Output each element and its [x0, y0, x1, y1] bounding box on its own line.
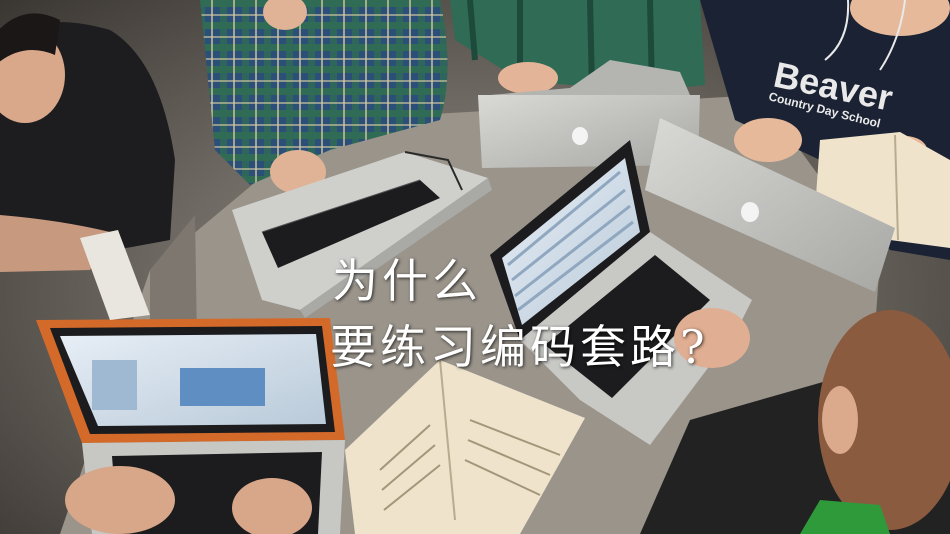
laptop-top-center [478, 60, 700, 168]
headline: 为什么 要练习编码套路? [330, 248, 709, 380]
laptop-center [490, 140, 752, 445]
laptop-right [645, 118, 895, 292]
person-bottom-right [640, 310, 950, 534]
laptop-bottom-left [36, 318, 345, 534]
person-plaid-shirt [200, 0, 448, 194]
apple-logo-icon [741, 202, 759, 222]
headline-line-1: 为什么 [332, 254, 482, 308]
book-bottom [345, 359, 585, 534]
papers-left [80, 230, 150, 320]
apple-logo-icon [572, 127, 588, 145]
laptop-left-center [232, 151, 492, 318]
headline-line-2: 要练习编码套路? [330, 320, 709, 374]
person-top-left [0, 13, 175, 272]
